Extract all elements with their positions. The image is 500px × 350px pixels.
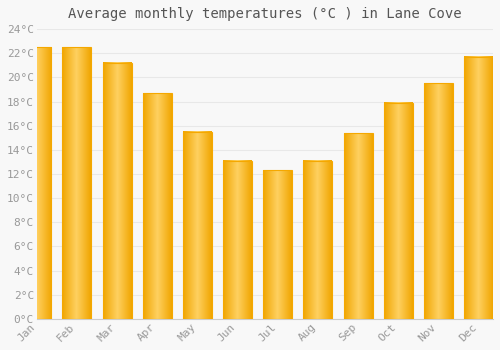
Bar [304,161,332,319]
Bar [464,57,493,319]
Bar [62,47,92,319]
Bar [143,93,172,319]
Bar [424,83,453,319]
Bar [264,170,292,319]
Bar [344,133,372,319]
Bar [22,47,51,319]
Bar [62,47,92,319]
Bar [183,132,212,319]
Bar [223,161,252,319]
Bar [264,170,292,319]
Bar [424,83,453,319]
Bar [102,63,132,319]
Bar [143,93,172,319]
Title: Average monthly temperatures (°C ) in Lane Cove: Average monthly temperatures (°C ) in La… [68,7,462,21]
Bar [464,57,493,319]
Bar [384,103,412,319]
Bar [183,132,212,319]
Bar [304,161,332,319]
Bar [344,133,372,319]
Bar [22,47,51,319]
Bar [223,161,252,319]
Bar [102,63,132,319]
Bar [384,103,412,319]
